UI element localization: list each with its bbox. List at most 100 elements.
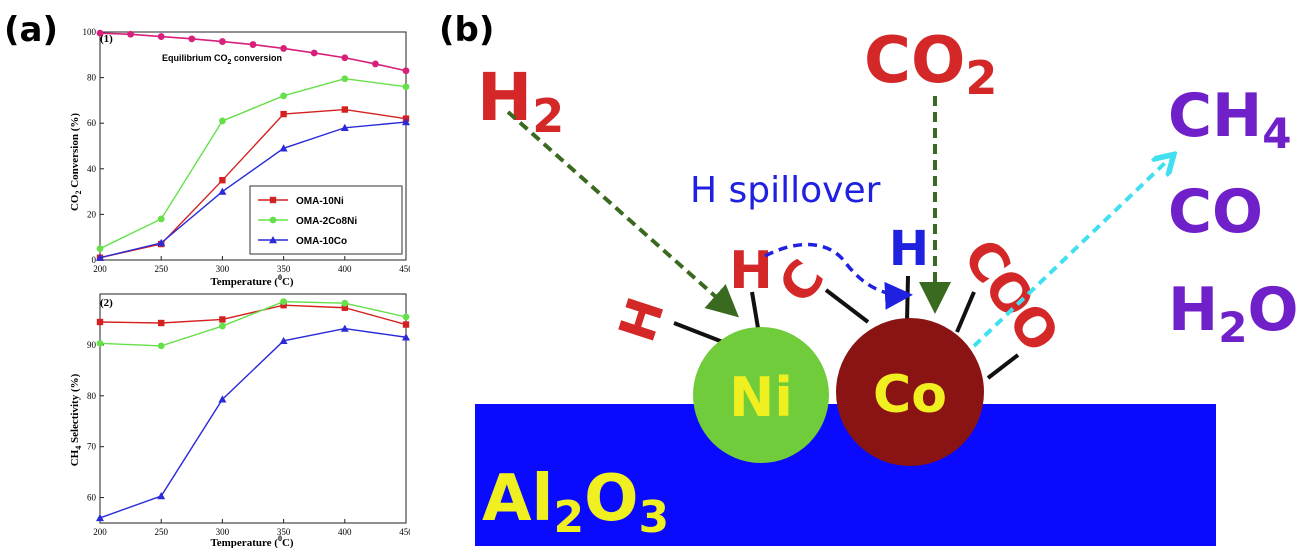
y-axis-label-2: CH4 Selectivity (%) [69, 373, 83, 466]
data-point-oma-10ni [341, 106, 348, 113]
bond-h-co [905, 275, 910, 323]
y-tick-label: 60 [87, 118, 97, 128]
x-tick-label: 250 [154, 264, 168, 274]
x-axis-label: Temperature (0C) [210, 273, 293, 288]
h2-adsorption-arrow [506, 110, 739, 318]
data-point-oma-10co [279, 336, 288, 345]
data-point-oma-10ni [158, 319, 165, 327]
panel-number-2: (2) [100, 297, 113, 309]
data-point-oma-2co8ni [96, 339, 104, 347]
equilibrium-point [219, 38, 226, 45]
x-tick-label: 300 [216, 264, 230, 274]
data-point-oma-10ni [219, 177, 226, 184]
equilibrium-point [157, 33, 165, 40]
equilibrium-point [127, 30, 134, 38]
y-tick-label: 100 [83, 27, 97, 37]
ch4-selectivity-chart: 200 250 300 350 400 450 60 70 80 90 (2) Temperatu… [69, 293, 410, 548]
c-atom: C [767, 249, 835, 314]
legend-entry-oma-2co8ni: OMA-2Co8Ni [296, 216, 357, 227]
equilibrium-curve [99, 32, 407, 72]
h-spillover-label: H spillover [690, 170, 881, 211]
y-tick-label: 40 [87, 164, 97, 174]
data-point-oma-2co8ni [96, 245, 104, 253]
legend-marker [269, 196, 277, 204]
bond-h-ni-top [750, 291, 760, 329]
co2-reactant: CO2 [864, 24, 997, 105]
h-atom-ni: H [729, 241, 773, 301]
x-tick-label: 300 [216, 527, 230, 537]
data-point-oma-10co [340, 123, 349, 131]
y-tick-label: 20 [87, 209, 97, 219]
legend-marker [269, 236, 277, 244]
bond-o-co-1 [955, 291, 976, 333]
y-tick-label: 90 [87, 340, 97, 350]
x-tick-label: 200 [93, 264, 107, 274]
data-point-oma-10ni [402, 321, 410, 328]
y-tick-label: 0 [92, 255, 97, 265]
data-point-oma-10co [218, 395, 227, 403]
data-point-oma-10co [157, 492, 166, 500]
bond-c-co [824, 288, 870, 324]
data-point-oma-10co [96, 253, 104, 261]
co2-conversion-chart: 200 250 300 350 400 450 0 20 40 60 80 100 (1) Equil… [69, 27, 410, 288]
data-point-oma-2co8ni [341, 75, 349, 83]
y-tick-label: 80 [87, 391, 97, 401]
data-point-oma-10ni [96, 318, 104, 326]
data-point-oma-2co8ni [280, 92, 287, 100]
legend-entry-oma-10ni: OMA-10Ni [296, 196, 344, 207]
y-tick-label: 70 [87, 442, 97, 452]
series-line-oma-10ni [99, 304, 407, 326]
x-tick-label: 350 [277, 527, 291, 537]
x-axis-label-2: Temperature (0C) [210, 534, 293, 548]
data-point-oma-2co8ni [341, 299, 349, 307]
data-point-oma-10co [340, 324, 349, 332]
product-ch4: CH4 [1168, 81, 1291, 158]
equilibrium-point [310, 49, 318, 57]
y-tick-label: 60 [87, 493, 97, 503]
co-particle-label: Co [873, 365, 947, 425]
bond-o-co-2 [986, 353, 1020, 380]
alumina-label: Al2O3 [482, 462, 669, 543]
h2-reactant: H2 [477, 59, 564, 143]
data-point-oma-2co8ni [219, 117, 226, 125]
series-line-oma-2co8ni [99, 78, 407, 250]
series-line-oma-2co8ni [99, 300, 407, 347]
equilibrium-point [402, 67, 410, 75]
data-point-oma-2co8ni [402, 313, 410, 321]
plot-frame [99, 293, 407, 524]
data-point-oma-2co8ni [157, 342, 165, 350]
spillover-arrow [764, 242, 913, 310]
panel-label-b: (b) [439, 10, 495, 50]
bond-h-ni [673, 321, 729, 346]
product-co: CO [1168, 177, 1263, 247]
ni-label: Ni [729, 366, 793, 429]
x-tick-label: 350 [277, 264, 291, 274]
data-point-oma-10ni [280, 110, 287, 118]
data-point-oma-2co8ni [402, 83, 410, 91]
series-line-oma-10co [99, 327, 407, 519]
data-point-oma-10co [279, 144, 288, 152]
equilibrium-annotation: Equilibrium CO2 conversion [162, 53, 282, 66]
data-point-oma-2co8ni [157, 215, 165, 223]
x-tick-label: 400 [338, 527, 352, 537]
y-axis-label: CO2 Conversion (%) [69, 113, 83, 211]
series-line-oma-10ni [99, 108, 407, 259]
x-tick-label: 400 [338, 264, 352, 274]
co-particle [836, 318, 984, 466]
h-atom-co: H [889, 221, 929, 277]
data-point-oma-2co8ni [219, 322, 226, 330]
series-line-oma-10co [99, 121, 407, 259]
equilibrium-point [280, 45, 287, 52]
equilibrium-point [188, 35, 196, 43]
y-tick-label: 80 [87, 73, 97, 83]
legend-entry-oma-10co: OMA-10Co [296, 236, 347, 247]
data-point-oma-10co [402, 118, 410, 126]
equilibrium-point [249, 41, 257, 48]
panel-label-a: (a) [4, 10, 59, 50]
product-h2o: H2O [1168, 275, 1298, 352]
data-point-oma-10co [157, 238, 166, 247]
data-point-oma-10co [218, 187, 227, 195]
spillover-mechanism-diagram: Al2O3 Ni Co H2 CO2 H spillover H H C H C… [475, 24, 1298, 546]
data-point-oma-10co [96, 513, 104, 522]
x-tick-label: 250 [154, 527, 168, 537]
